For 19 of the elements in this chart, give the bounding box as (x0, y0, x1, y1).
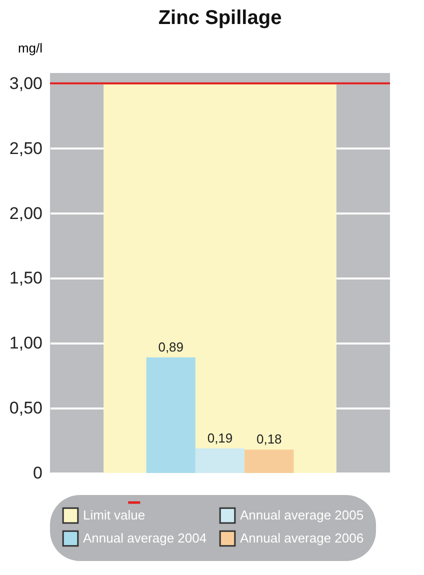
y-tick-label: 1,00 (9, 334, 42, 353)
data-label: 0,18 (256, 432, 282, 447)
y-tick-label: 2,00 (9, 204, 42, 223)
band-label: Limit value (83, 508, 146, 523)
bar (195, 448, 245, 473)
legend-label: Annual average 2004 (83, 530, 207, 546)
legend-label: Annual average 2006 (240, 530, 364, 546)
y-tick-label: 3,00 (9, 74, 42, 93)
y-tick-label: 2,50 (9, 138, 42, 158)
chart-title: Zinc Spillage (158, 7, 282, 29)
y-tick-label: 0 (33, 464, 42, 482)
y-axis-title: mg/l (18, 40, 43, 56)
bar (244, 450, 294, 473)
y-tick-label: 1,50 (9, 268, 42, 288)
y-tick-label: 0,50 (9, 398, 42, 418)
data-label: 0,89 (158, 339, 184, 354)
bar (146, 357, 196, 473)
data-label: 0,19 (207, 430, 233, 446)
legend-label: Annual average 2005 (240, 508, 364, 523)
